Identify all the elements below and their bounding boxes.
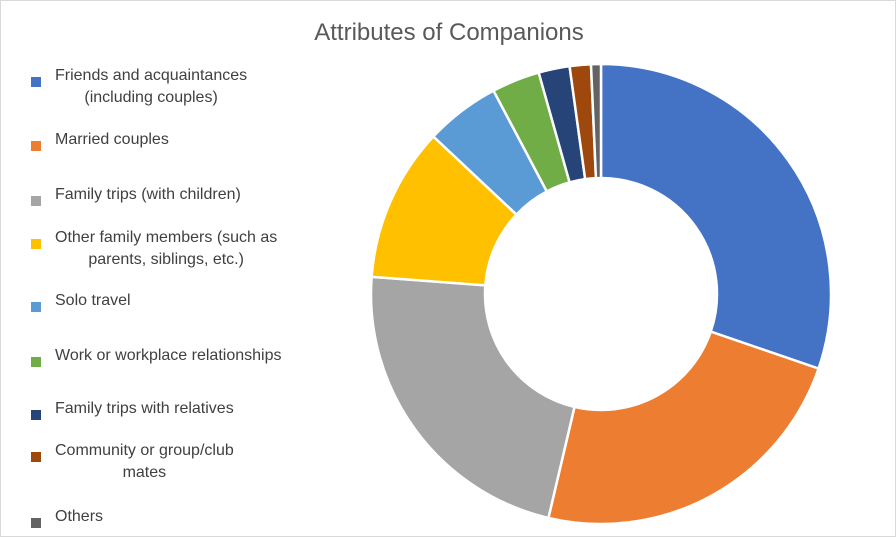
legend-label-line: Family trips with relatives <box>55 400 234 417</box>
legend-label-line: parents, siblings, etc.) <box>88 251 244 268</box>
legend-swatch <box>31 196 41 206</box>
legend-item: Community or group/club mates <box>31 440 321 484</box>
legend-swatch <box>31 357 41 367</box>
legend-label: Others <box>55 506 103 528</box>
legend-label: Friends and acquaintances (including coup… <box>55 65 247 109</box>
legend-label-line: Married couples <box>55 131 169 148</box>
legend-item: Work or workplace relationships <box>31 345 321 367</box>
chart-title: Attributes of Companions <box>314 19 584 46</box>
legend-label: Family trips with relatives <box>55 398 234 420</box>
legend-swatch <box>31 77 41 87</box>
legend-label-line: Work or workplace relationships <box>55 347 282 364</box>
legend-label: Work or workplace relationships <box>55 345 281 367</box>
legend-label: Community or group/club mates <box>55 440 234 484</box>
legend-item: Other family members (such as parents, si… <box>31 227 321 271</box>
legend-swatch <box>31 518 41 528</box>
donut-slice <box>369 275 576 520</box>
donut-chart <box>369 62 833 526</box>
legend-label: Solo travel <box>55 290 131 312</box>
donut-slice <box>589 62 603 180</box>
legend-item: Others <box>31 506 321 528</box>
legend-item: Family trips with relatives <box>31 398 321 420</box>
plot-area <box>351 51 851 536</box>
legend-label-line: Community or group/club <box>55 442 234 459</box>
donut-slice <box>546 330 821 526</box>
legend-swatch <box>31 410 41 420</box>
legend-item: Married couples <box>31 129 321 151</box>
legend-item: Friends and acquaintances (including coup… <box>31 65 321 109</box>
legend-label: Other family members (such as parents, si… <box>55 227 277 271</box>
legend-label-line: (including couples) <box>84 89 218 106</box>
legend-label-line: Friends and acquaintances <box>55 67 248 84</box>
legend-swatch <box>31 302 41 312</box>
legend-swatch <box>31 239 41 249</box>
legend-label: Married couples <box>55 129 169 151</box>
legend-item: Family trips (with children) <box>31 184 321 206</box>
legend-item: Solo travel <box>31 290 321 312</box>
legend-label-line: Family trips (with children) <box>55 186 241 203</box>
legend-swatch <box>31 141 41 151</box>
legend-label-line: Others <box>55 508 104 525</box>
legend-label-line: Other family members (such as <box>55 229 278 246</box>
legend-label-line: Solo travel <box>55 292 131 309</box>
legend-label: Family trips (with children) <box>55 184 241 206</box>
donut-slice <box>599 62 833 371</box>
legend-swatch <box>31 452 41 462</box>
legend-label-line: mates <box>122 464 167 481</box>
